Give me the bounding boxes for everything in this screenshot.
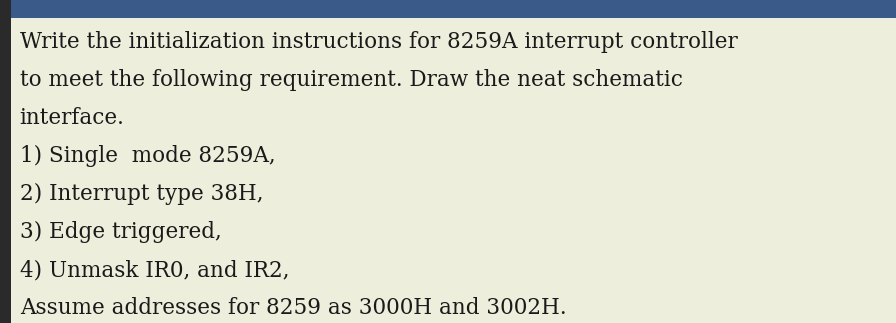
Text: 4) Unmask IR0, and IR2,: 4) Unmask IR0, and IR2, [20,259,289,281]
Text: Write the initialization instructions for 8259A interrupt controller: Write the initialization instructions fo… [20,31,737,53]
Text: interface.: interface. [20,107,125,129]
Text: to meet the following requirement. Draw the neat schematic: to meet the following requirement. Draw … [20,69,683,91]
Text: 2) Interrupt type 38H,: 2) Interrupt type 38H, [20,183,263,205]
Text: 1) Single  mode 8259A,: 1) Single mode 8259A, [20,145,275,167]
FancyBboxPatch shape [0,0,11,323]
Text: Assume addresses for 8259 as 3000H and 3002H.: Assume addresses for 8259 as 3000H and 3… [20,297,566,319]
FancyBboxPatch shape [0,0,896,18]
Text: 3) Edge triggered,: 3) Edge triggered, [20,221,221,243]
